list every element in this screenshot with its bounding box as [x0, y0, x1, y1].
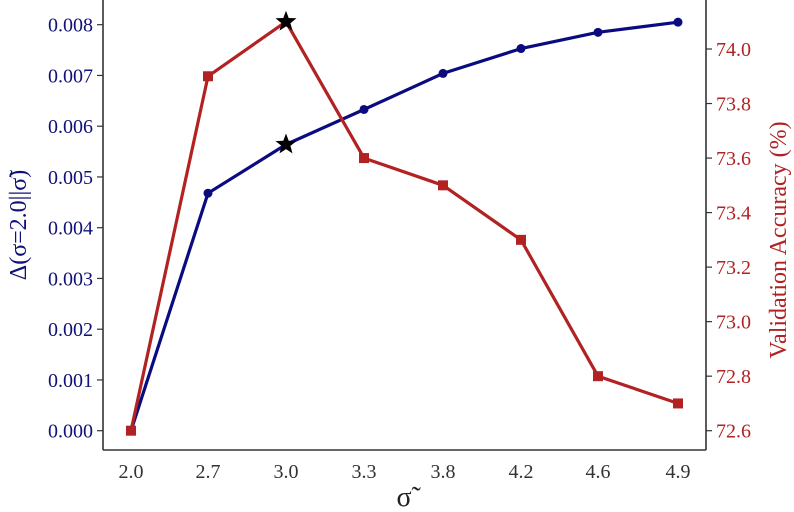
- x-tick-label: 4.9: [666, 461, 691, 483]
- y-left-tick-label: 0.004: [48, 218, 93, 240]
- data-point: [203, 188, 213, 198]
- data-point: [203, 71, 213, 82]
- y-axis-right-label: Validation Accuracy (%): [766, 121, 792, 358]
- star-marker-icon: [275, 10, 297, 31]
- data-point: [593, 371, 603, 382]
- x-tick-label: 3.0: [274, 461, 299, 483]
- data-point: [516, 44, 526, 54]
- data-point: [438, 68, 448, 78]
- y-right-tick-label: 73.4: [716, 203, 751, 225]
- data-point: [673, 17, 683, 27]
- y-left-tick-label: 0.006: [48, 116, 93, 138]
- y-right-tick-label: 73.2: [716, 257, 751, 279]
- star-marker-icon: [275, 133, 297, 154]
- y-left-tick-label: 0.000: [48, 421, 93, 443]
- data-point: [516, 234, 526, 245]
- x-tick-label: 4.6: [586, 461, 611, 483]
- data-point: [359, 104, 369, 114]
- x-tick-label: 2.7: [196, 461, 221, 483]
- y-left-tick-label: 0.008: [48, 15, 93, 37]
- y-left-tick-label: 0.001: [48, 370, 93, 392]
- series-line: [129, 20, 679, 432]
- y-axis-left-label: Δ(σ=2.0||σ̃): [6, 170, 32, 280]
- y-right-tick-label: 72.8: [716, 366, 751, 388]
- y-left-tick-label: 0.002: [48, 319, 93, 341]
- y-right-tick-label: 73.6: [716, 148, 751, 170]
- kl-divergence-series: [126, 17, 683, 436]
- data-point: [126, 425, 136, 436]
- y-right-tick-label: 73.0: [716, 312, 751, 334]
- data-point: [438, 180, 448, 191]
- validation-accuracy-series: [126, 10, 683, 436]
- x-tick-label: 2.0: [119, 461, 144, 483]
- x-axis-label: σ̃: [396, 482, 421, 512]
- y-left-tick-label: 0.003: [48, 268, 93, 290]
- x-tick-label: 3.3: [352, 461, 377, 483]
- plot-area: [126, 10, 683, 436]
- x-tick-label: 3.8: [431, 461, 456, 483]
- y-right-tick-label: 74.0: [716, 39, 751, 61]
- y-left-tick-label: 0.005: [48, 167, 93, 189]
- x-tick-label: 4.2: [509, 461, 534, 483]
- data-point: [673, 398, 683, 409]
- axes: 0.000 0.001 0.002 0.003 0.004 0.005 0.006 0.007…: [48, 0, 751, 483]
- series-line: [129, 20, 679, 432]
- y-right-tick-label: 72.6: [716, 421, 751, 443]
- y-left-tick-label: 0.007: [48, 65, 93, 87]
- data-point: [593, 27, 603, 37]
- data-point: [359, 153, 369, 164]
- y-right-tick-label: 73.8: [716, 94, 751, 116]
